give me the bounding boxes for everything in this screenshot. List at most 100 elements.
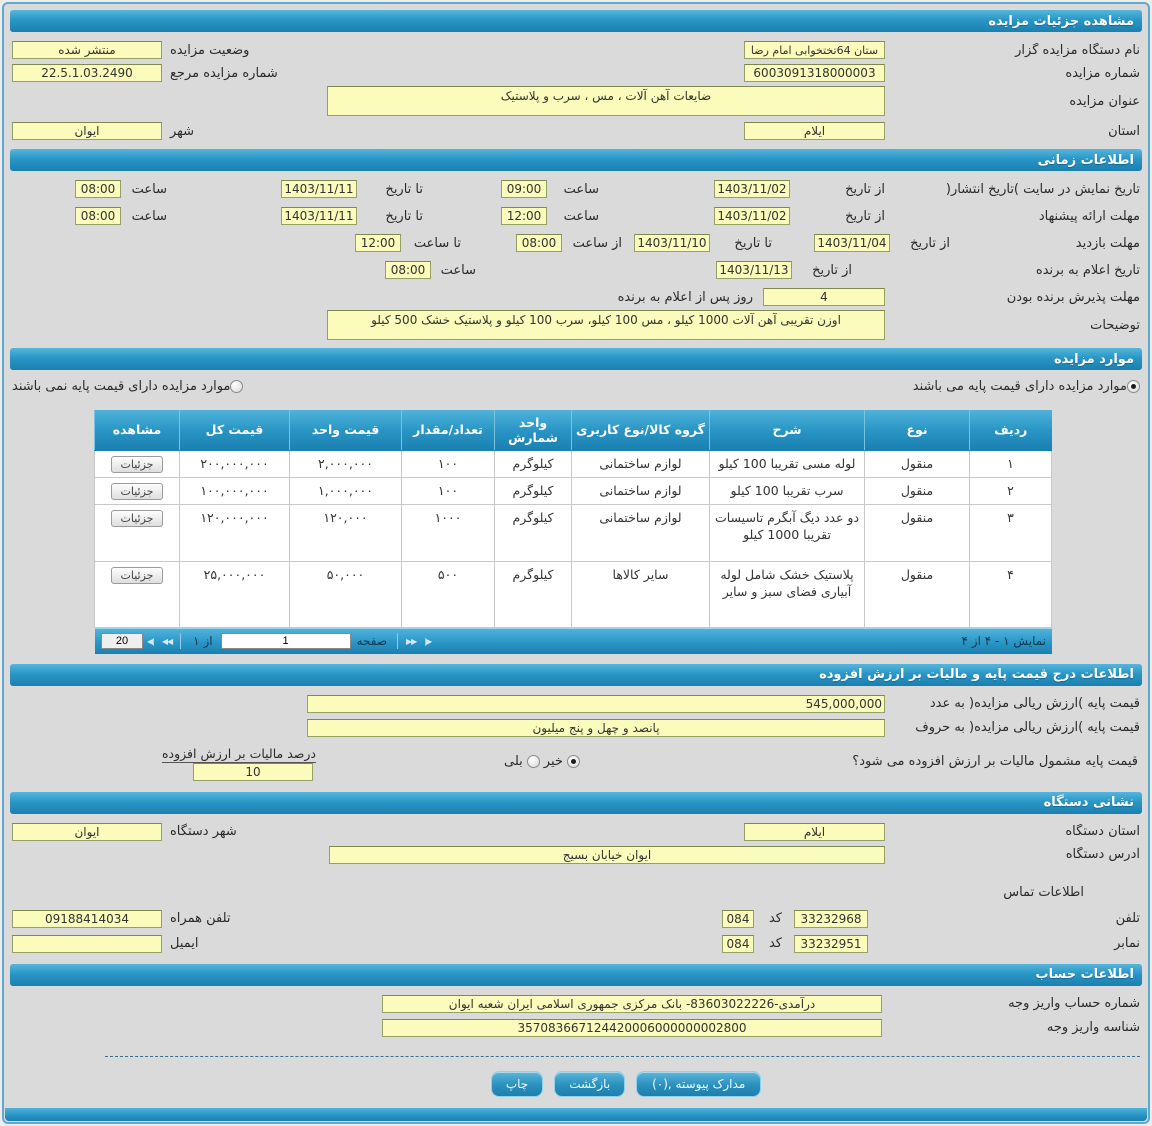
winner-time-field[interactable] — [385, 261, 431, 279]
payment-id-label: شناسه واریز وجه — [882, 1020, 1140, 1035]
print-button[interactable]: چاپ — [491, 1071, 543, 1097]
device-province-field[interactable] — [744, 823, 885, 841]
account-number-field[interactable] — [382, 995, 882, 1013]
offer-from-date-field[interactable] — [714, 207, 790, 225]
fax-code-field[interactable] — [722, 935, 754, 953]
page-size-input[interactable] — [101, 633, 143, 649]
base-price-words-label: قیمت پایه )ارزش ریالی مزایده( به حروف — [885, 720, 1140, 735]
mobile-field[interactable] — [12, 910, 162, 928]
cell-qty: ۱۰۰۰ — [402, 504, 495, 561]
base-price-words-field[interactable] — [307, 719, 885, 737]
account-number-label: شماره حساب واریز وجه — [882, 996, 1140, 1011]
pager-last-button[interactable]: ▶| — [420, 637, 435, 646]
item-row-4: ۴ منقول پلاستیک خشک شامل لوله آبیاری فضا… — [95, 561, 1052, 627]
col-group: گروه کالا/نوع کاربری — [572, 410, 710, 450]
cell-desc: سرب تقریبا 100 کیلو — [710, 477, 865, 504]
cell-unit: کیلوگرم — [495, 450, 572, 477]
vat-row: قیمت پایه مشمول مالیات بر ارزش افزوده می… — [12, 746, 1140, 792]
winner-date-field[interactable] — [716, 261, 792, 279]
attachments-button[interactable]: مدارک پیوسته ,(۰) — [636, 1071, 761, 1097]
device-address-field[interactable] — [329, 846, 885, 864]
device-province-group: استان دستگاه — [744, 823, 1140, 841]
auction-title-textarea[interactable]: ضایعات آهن آلات ، مس ، سرب و پلاستیک — [327, 86, 885, 116]
status-group: وضعیت مزایده — [12, 41, 249, 59]
address-section-bar: نشانی دستگاه — [10, 792, 1142, 814]
province-group: استان — [744, 122, 1140, 140]
details-button[interactable]: جزئیات — [111, 510, 164, 527]
cell-qty: ۱۰۰ — [402, 450, 495, 477]
phone-field[interactable] — [794, 910, 868, 928]
publish-row: تاریخ نمایش در سایت )تاریخ انتشار( از تا… — [12, 179, 1140, 199]
offer-from-hour-label: ساعت — [547, 209, 599, 224]
pager-first-button[interactable]: |◀ — [143, 637, 158, 646]
ref-number-field[interactable] — [12, 64, 162, 82]
pager-of-label: از ۱ — [193, 634, 212, 648]
without-price-radio[interactable] — [230, 380, 243, 393]
province-field[interactable] — [744, 122, 885, 140]
items-table: ردیف نوع شرح گروه کالا/نوع کاربری واحد ش… — [94, 410, 1052, 628]
offer-from-time-field[interactable] — [501, 207, 547, 225]
back-button[interactable]: بازگشت — [554, 1071, 625, 1097]
device-city-field[interactable] — [12, 823, 162, 841]
details-button[interactable]: جزئیات — [111, 456, 164, 473]
accept-days-field[interactable] — [763, 288, 885, 306]
details-button[interactable]: جزئیات — [111, 483, 164, 500]
visit-from-date-field[interactable] — [814, 234, 890, 252]
vat-no-radio[interactable] — [567, 755, 580, 768]
fax-field[interactable] — [794, 935, 868, 953]
org-name-field[interactable] — [744, 41, 885, 59]
offer-label: مهلت ارائه پیشنهاد — [885, 209, 1140, 224]
general-row-1: نام دستگاه مزایده گزار وضعیت مزایده — [12, 40, 1140, 60]
publish-to-date-field[interactable] — [281, 180, 357, 198]
visit-to-hour-label: تا ساعت — [401, 236, 461, 251]
vat-no-label: خیر — [544, 754, 563, 769]
page-number-input[interactable] — [221, 633, 351, 649]
with-price-radio[interactable] — [1127, 380, 1140, 393]
publish-from-time-field[interactable] — [501, 180, 547, 198]
status-label: وضعیت مزایده — [170, 43, 249, 58]
timing-section-title: اطلاعات زمانی — [1038, 153, 1134, 168]
winner-label: تاریخ اعلام به برنده — [885, 263, 1140, 278]
publish-from-date-field[interactable] — [714, 180, 790, 198]
pager-prev-button[interactable]: ◀◀ — [158, 637, 176, 646]
account-section-bar: اطلاعات حساب — [10, 964, 1142, 986]
vat-yes-radio[interactable] — [527, 755, 540, 768]
phone-code-label: کد — [754, 911, 782, 926]
publish-from-date-label: از تاریخ — [790, 182, 885, 197]
visit-row: مهلت بازدید از تاریخ تا تاریخ از ساعت تا… — [12, 233, 1140, 253]
vat-percent-group: درصد مالیات بر ارزش افزوده — [190, 746, 316, 781]
device-address-label: آدرس دستگاه — [885, 847, 1140, 862]
device-city-label: شهر دستگاه — [170, 824, 237, 839]
base-price-number-field[interactable] — [307, 695, 885, 713]
details-button[interactable]: جزئیات — [111, 567, 164, 584]
visit-from-date-label: از تاریخ — [890, 236, 950, 251]
pricing-section-title: اطلاعات درج قیمت پایه و مالیات بر ارزش ا… — [819, 667, 1134, 682]
city-field[interactable] — [12, 122, 162, 140]
base-price-number-label: قیمت پایه )ارزش ریالی مزایده( به عدد — [885, 696, 1140, 711]
pager-next-button[interactable]: ▶▶ — [402, 637, 420, 646]
cell-unit: کیلوگرم — [495, 504, 572, 561]
offer-to-time-field[interactable] — [75, 207, 121, 225]
description-textarea[interactable]: اوزن تقریبی آهن آلات 1000 کیلو ، مس 100 … — [327, 310, 885, 340]
email-field[interactable] — [12, 935, 162, 953]
with-price-label: موارد مزایده دارای قیمت پایه می باشند — [913, 379, 1127, 394]
visit-to-time-field[interactable] — [355, 234, 401, 252]
status-field[interactable] — [12, 41, 162, 59]
ref-number-label: شماره مزایده مرجع — [170, 66, 278, 81]
publish-to-time-field[interactable] — [75, 180, 121, 198]
offer-to-date-field[interactable] — [281, 207, 357, 225]
cell-row: ۲ — [970, 477, 1052, 504]
visit-to-date-field[interactable] — [634, 234, 710, 252]
visit-from-time-field[interactable] — [516, 234, 562, 252]
cell-type: منقول — [865, 561, 970, 627]
account-number-row: شماره حساب واریز وجه — [12, 994, 1140, 1014]
vat-question-label: قیمت پایه مشمول مالیات بر ارزش افزوده می… — [852, 754, 1138, 769]
phone-code-field[interactable] — [722, 910, 754, 928]
items-radio-row: موارد مزایده دارای قیمت پایه می باشند مو… — [12, 376, 1140, 396]
vat-percent-field[interactable] — [193, 763, 313, 781]
payment-id-field[interactable] — [382, 1019, 882, 1037]
items-section-bar: موارد مزایده — [10, 348, 1142, 370]
cell-total-price: ۱۲۰,۰۰۰,۰۰۰ — [180, 504, 290, 561]
cell-row: ۱ — [970, 450, 1052, 477]
auction-number-field[interactable] — [744, 64, 885, 82]
